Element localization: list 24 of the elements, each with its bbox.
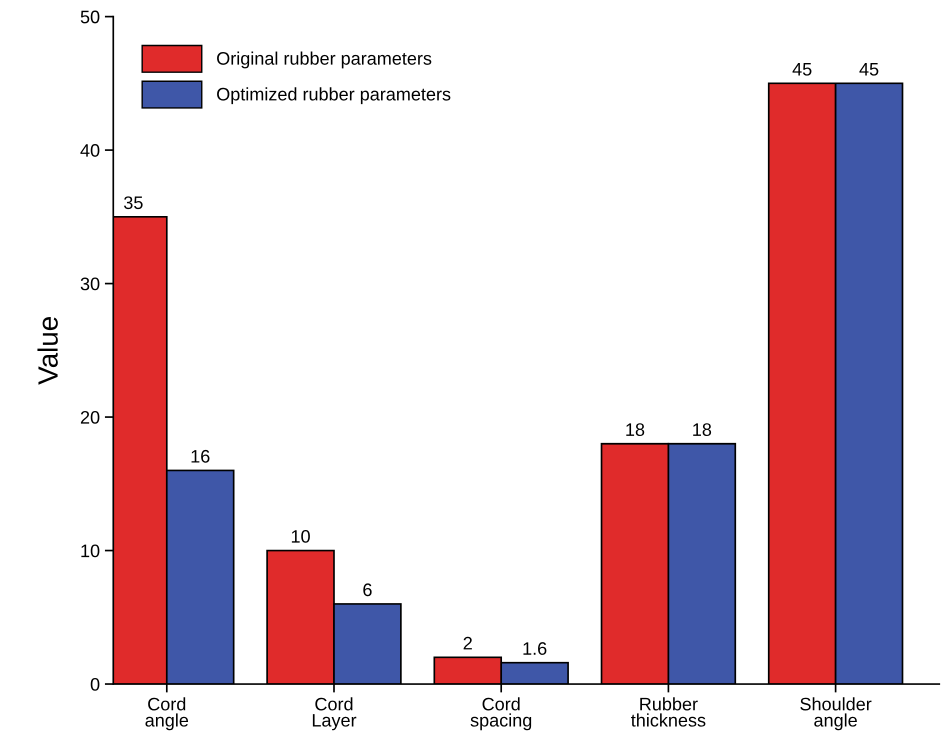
y-tick-label: 30 (80, 278, 100, 290)
y-tick-label: 50 (80, 10, 100, 24)
y-tick-label: 0 (90, 678, 100, 691)
data-label: 16 (192, 450, 210, 463)
data-label: 18 (626, 423, 644, 436)
data-label: 2 (464, 636, 472, 650)
x-tick-label: Cord spacing (470, 697, 532, 730)
x-tick-label: Cord Layer (312, 697, 356, 730)
data-label: 45 (792, 63, 812, 76)
data-label: 45 (859, 63, 878, 76)
data-label: 10 (292, 530, 310, 543)
y-axis-title: Value (37, 317, 58, 385)
data-label: 35 (124, 196, 143, 210)
data-label: 18 (693, 423, 712, 436)
y-tick-label: 10 (81, 544, 100, 558)
x-tick-label: Cord angle (145, 697, 188, 730)
x-tick-label: Shoulder angle (800, 697, 872, 730)
x-tick-label: Rubber thickness (631, 697, 706, 727)
data-label: 1.6 (523, 642, 546, 655)
legend-label: Original rubber parameters (217, 52, 432, 68)
y-tick-label: 40 (80, 144, 100, 157)
y-tick-label: 20 (80, 410, 100, 424)
data-label: 6 (363, 583, 372, 596)
legend-label: Optimized rubber parameters (217, 87, 450, 104)
